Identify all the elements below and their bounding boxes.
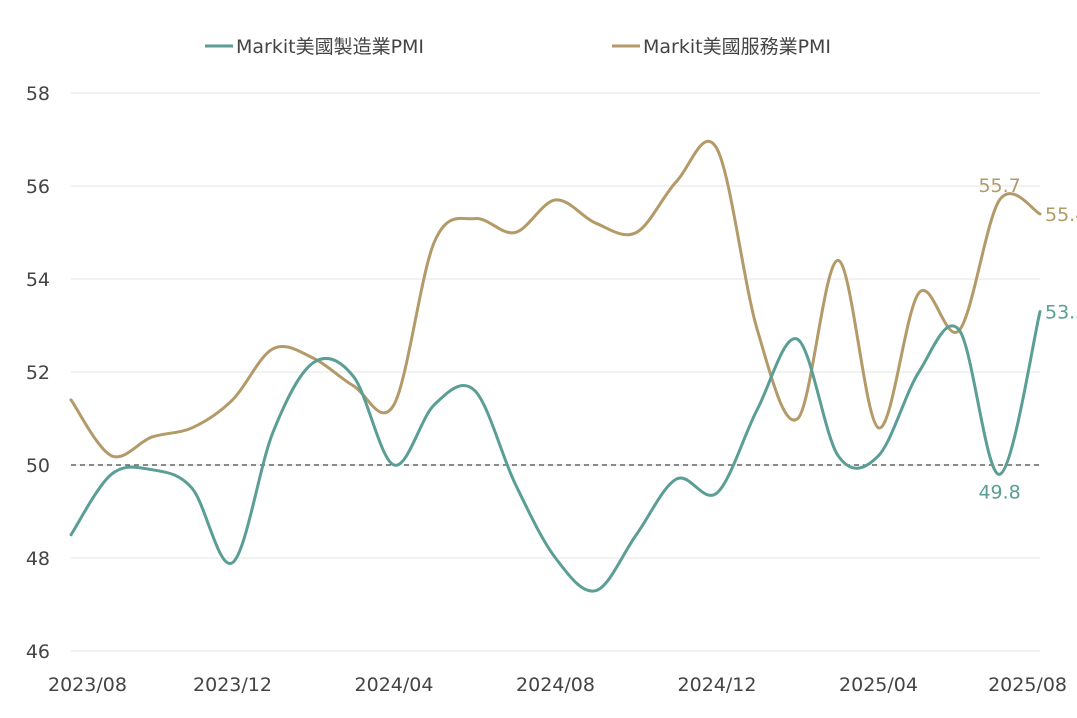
legend-item-services: Markit美國服務業PMI — [612, 36, 831, 58]
data-label: 55.7 — [978, 175, 1020, 197]
series-line-0 — [69, 310, 1042, 593]
y-tick-label: 56 — [26, 176, 50, 198]
series-line-1 — [69, 139, 1042, 459]
x-tick-label: 2025/04 — [839, 674, 918, 696]
y-axis-ticks: 46 48 50 52 54 56 58 — [26, 83, 50, 663]
y-tick-label: 50 — [26, 455, 50, 477]
x-tick-label: 2024/04 — [355, 674, 434, 696]
x-tick-label: 2023/08 — [48, 674, 127, 696]
y-tick-label: 58 — [26, 83, 50, 105]
data-label: 55.4 — [1045, 204, 1077, 226]
y-tick-label: 52 — [26, 362, 50, 384]
legend-label-services: Markit美國服務業PMI — [643, 36, 831, 58]
x-tick-label: 2025/08 — [988, 674, 1067, 696]
gridlines — [71, 92, 1040, 652]
x-tick-label: 2024/08 — [516, 674, 595, 696]
legend: Markit美國製造業PMI Markit美國服務業PMI — [205, 36, 831, 58]
y-tick-label: 54 — [26, 269, 50, 291]
y-tick-label: 48 — [26, 548, 50, 570]
y-tick-label: 46 — [26, 641, 50, 663]
data-labels: 49.8 53.3 55.7 55.4 — [978, 175, 1077, 503]
x-tick-label: 2023/12 — [193, 674, 272, 696]
legend-label-manufacturing: Markit美國製造業PMI — [236, 36, 424, 58]
legend-item-manufacturing: Markit美國製造業PMI — [205, 36, 424, 58]
x-axis-ticks: 2023/08 2023/12 2024/04 2024/08 2024/12 2025/… — [48, 674, 1067, 696]
series-lines — [69, 139, 1042, 593]
data-label: 53.3 — [1045, 302, 1077, 324]
data-label: 49.8 — [978, 481, 1020, 503]
x-tick-label: 2024/12 — [678, 674, 757, 696]
